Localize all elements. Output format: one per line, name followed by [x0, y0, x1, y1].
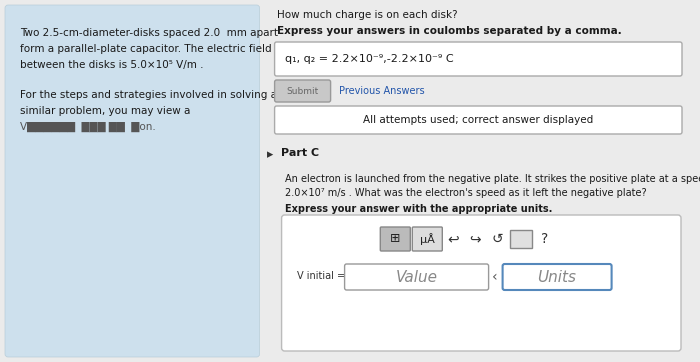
FancyBboxPatch shape [503, 264, 612, 290]
Text: Two 2.5-cm-diameter-disks spaced 2.0  mm apart: Two 2.5-cm-diameter-disks spaced 2.0 mm … [20, 28, 278, 38]
Text: Units: Units [538, 269, 577, 285]
Text: V initial =: V initial = [297, 271, 344, 281]
Text: Submit: Submit [286, 87, 318, 96]
Text: ↪: ↪ [470, 232, 481, 246]
Text: q₁, q₂ = 2.2×10⁻⁹,-2.2×10⁻⁹ C: q₁, q₂ = 2.2×10⁻⁹,-2.2×10⁻⁹ C [285, 54, 453, 64]
Text: similar problem, you may view a: similar problem, you may view a [20, 106, 190, 116]
FancyBboxPatch shape [5, 5, 260, 357]
Text: ↺: ↺ [491, 232, 503, 246]
Text: between the disks is 5.0×10⁵ V/m .: between the disks is 5.0×10⁵ V/m . [20, 60, 204, 70]
FancyBboxPatch shape [274, 106, 682, 134]
Text: Previous Answers: Previous Answers [339, 86, 424, 96]
Text: ?: ? [540, 232, 548, 246]
Text: For the steps and strategies involved in solving a: For the steps and strategies involved in… [20, 90, 277, 100]
Text: An electron is launched from the negative plate. It strikes the positive plate a: An electron is launched from the negativ… [285, 174, 700, 184]
Text: How much charge is on each disk?: How much charge is on each disk? [276, 10, 457, 20]
Text: 2.0×10⁷ m/s . What was the electron's speed as it left the negative plate?: 2.0×10⁷ m/s . What was the electron's sp… [285, 188, 646, 198]
Text: Express your answer with the appropriate units.: Express your answer with the appropriate… [285, 204, 552, 214]
FancyBboxPatch shape [510, 230, 532, 248]
Text: Express your answers in coulombs separated by a comma.: Express your answers in coulombs separat… [276, 26, 622, 36]
Text: All attempts used; correct answer displayed: All attempts used; correct answer displa… [363, 115, 594, 125]
Text: ‹: ‹ [492, 270, 498, 284]
Text: μÅ: μÅ [420, 233, 435, 245]
Text: ⊞: ⊞ [390, 232, 400, 245]
Text: ↩: ↩ [447, 232, 459, 246]
Text: V██████  ███ ██  █on.: V██████ ███ ██ █on. [20, 122, 155, 132]
FancyBboxPatch shape [344, 264, 489, 290]
FancyBboxPatch shape [412, 227, 442, 251]
FancyBboxPatch shape [281, 215, 681, 351]
FancyBboxPatch shape [274, 42, 682, 76]
Text: Part C: Part C [281, 148, 318, 158]
Text: Value: Value [395, 269, 438, 285]
Text: form a parallel-plate capacitor. The electric field: form a parallel-plate capacitor. The ele… [20, 44, 272, 54]
Text: ▸: ▸ [267, 148, 273, 161]
FancyBboxPatch shape [380, 227, 410, 251]
FancyBboxPatch shape [274, 80, 330, 102]
